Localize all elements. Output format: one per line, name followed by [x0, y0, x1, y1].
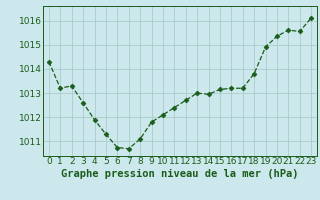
X-axis label: Graphe pression niveau de la mer (hPa): Graphe pression niveau de la mer (hPa): [61, 169, 299, 179]
